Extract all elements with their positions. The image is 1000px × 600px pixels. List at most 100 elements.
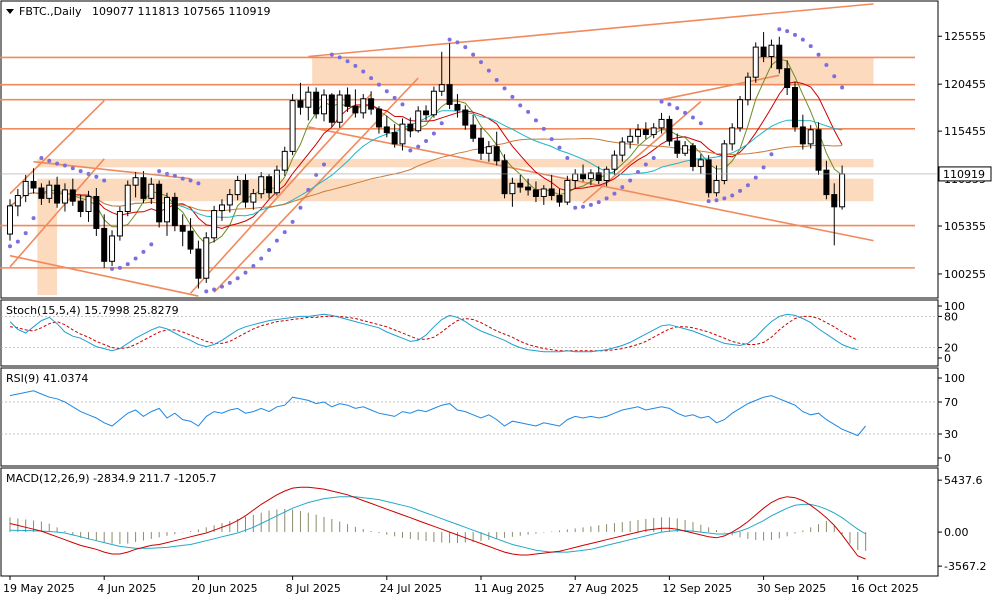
price-tick-label: 120455 <box>944 78 986 91</box>
candle <box>54 176 61 208</box>
candle-body <box>148 183 155 199</box>
candle <box>564 175 571 205</box>
candle-body <box>266 176 273 194</box>
sar-dot <box>510 94 515 99</box>
sar-dot <box>188 178 193 183</box>
time-tick-label: 4 Jun 2025 <box>97 582 156 595</box>
candle-body <box>666 118 673 142</box>
time-tick-label: 12 Sep 2025 <box>662 582 732 595</box>
sar-dot <box>55 161 60 166</box>
stoch-main-line <box>9 313 858 353</box>
candle <box>650 123 657 139</box>
candle <box>760 32 767 63</box>
time-tick-label: 30 Sep 2025 <box>757 582 827 595</box>
time-tick-label: 8 Jul 2025 <box>286 582 341 595</box>
candle-body <box>619 141 626 156</box>
sar-dot <box>612 191 617 196</box>
candle <box>462 105 469 130</box>
rsi-axis: 100 70 30 0 <box>938 372 965 465</box>
ohlc-label: 109077 111813 107565 110919 <box>92 5 270 18</box>
candle <box>682 141 689 157</box>
sar-dot <box>573 205 578 210</box>
sar-dot <box>227 280 232 285</box>
sar-dot <box>376 82 381 87</box>
sar-dot <box>329 52 334 57</box>
candle-body <box>776 44 783 70</box>
price-axis: 1255551204551154551103551053551002551109… <box>0 30 992 281</box>
candle <box>454 94 461 118</box>
price-tick-label: 105355 <box>944 220 986 233</box>
sar-dot <box>793 32 797 37</box>
sar-dot <box>322 162 326 167</box>
candle <box>61 183 68 212</box>
candle <box>689 142 696 172</box>
candle-body <box>438 84 445 92</box>
candle-body <box>415 110 422 132</box>
candle <box>234 175 241 201</box>
candle-body <box>156 183 163 223</box>
candle-body <box>391 132 398 145</box>
candle-body <box>799 126 806 145</box>
sar-dot <box>172 173 177 178</box>
sar-dot <box>816 52 821 57</box>
candle-body <box>556 195 563 203</box>
sar-dot <box>714 198 719 203</box>
sar-dot <box>62 163 67 168</box>
candle-body <box>721 143 728 182</box>
candle-body <box>93 195 100 229</box>
candle <box>532 181 539 203</box>
candle <box>391 124 398 148</box>
candle-body <box>132 177 139 186</box>
sar-dot <box>745 183 750 188</box>
macd-pane[interactable]: 5437.6 0.00 -3567.2 MACD(12,26,9) -2834.9 … <box>0 467 986 577</box>
sar-dot <box>824 62 829 67</box>
candle <box>85 190 92 222</box>
candle <box>792 81 798 132</box>
sar-dot <box>447 37 452 42</box>
time-tick-label: 19 May 2025 <box>3 582 75 595</box>
candle <box>627 128 634 149</box>
main-pane[interactable]: 1255551204551154551103551053551002551109… <box>0 0 992 299</box>
candle <box>768 39 775 68</box>
candle-body <box>501 160 508 195</box>
candle <box>242 173 249 208</box>
candle-body <box>784 68 791 88</box>
sar-dot <box>298 205 303 210</box>
candle-body <box>164 196 170 223</box>
sar-dot <box>486 68 491 73</box>
candle-body <box>305 91 312 108</box>
macd-axis: 5437.6 0.00 -3567.2 <box>938 474 986 573</box>
candle <box>752 42 759 83</box>
candle-body <box>627 135 634 143</box>
sar-dot <box>549 137 554 142</box>
candle <box>305 86 312 121</box>
time-tick-label: 20 Jun 2025 <box>191 582 257 595</box>
candle-body <box>682 145 689 154</box>
candle-body <box>509 182 516 195</box>
candle <box>30 168 37 194</box>
sar-dot <box>235 276 240 281</box>
sar-dot <box>628 178 633 183</box>
rsi-label: RSI(9) 41.0374 <box>6 372 88 385</box>
candle-body <box>525 186 532 191</box>
candle-body <box>815 129 822 171</box>
candle <box>187 218 194 254</box>
sar-dot <box>384 89 389 94</box>
sar-dot <box>274 238 279 243</box>
candle-body <box>101 227 108 262</box>
time-tick-label: 24 Jul 2025 <box>380 582 442 595</box>
candle <box>218 199 225 221</box>
sar-dot <box>219 284 224 289</box>
sar-dot <box>753 175 758 180</box>
sar-dot <box>565 155 570 160</box>
rsi-pane[interactable]: 100 70 30 0 RSI(9) 41.0374 <box>0 367 965 467</box>
sar-dot <box>416 144 421 149</box>
sar-dot <box>439 121 444 126</box>
sar-dot <box>463 45 468 50</box>
candle-body <box>635 129 641 137</box>
candle-body <box>650 127 657 135</box>
candle <box>470 114 477 142</box>
sar-dot <box>353 63 358 68</box>
